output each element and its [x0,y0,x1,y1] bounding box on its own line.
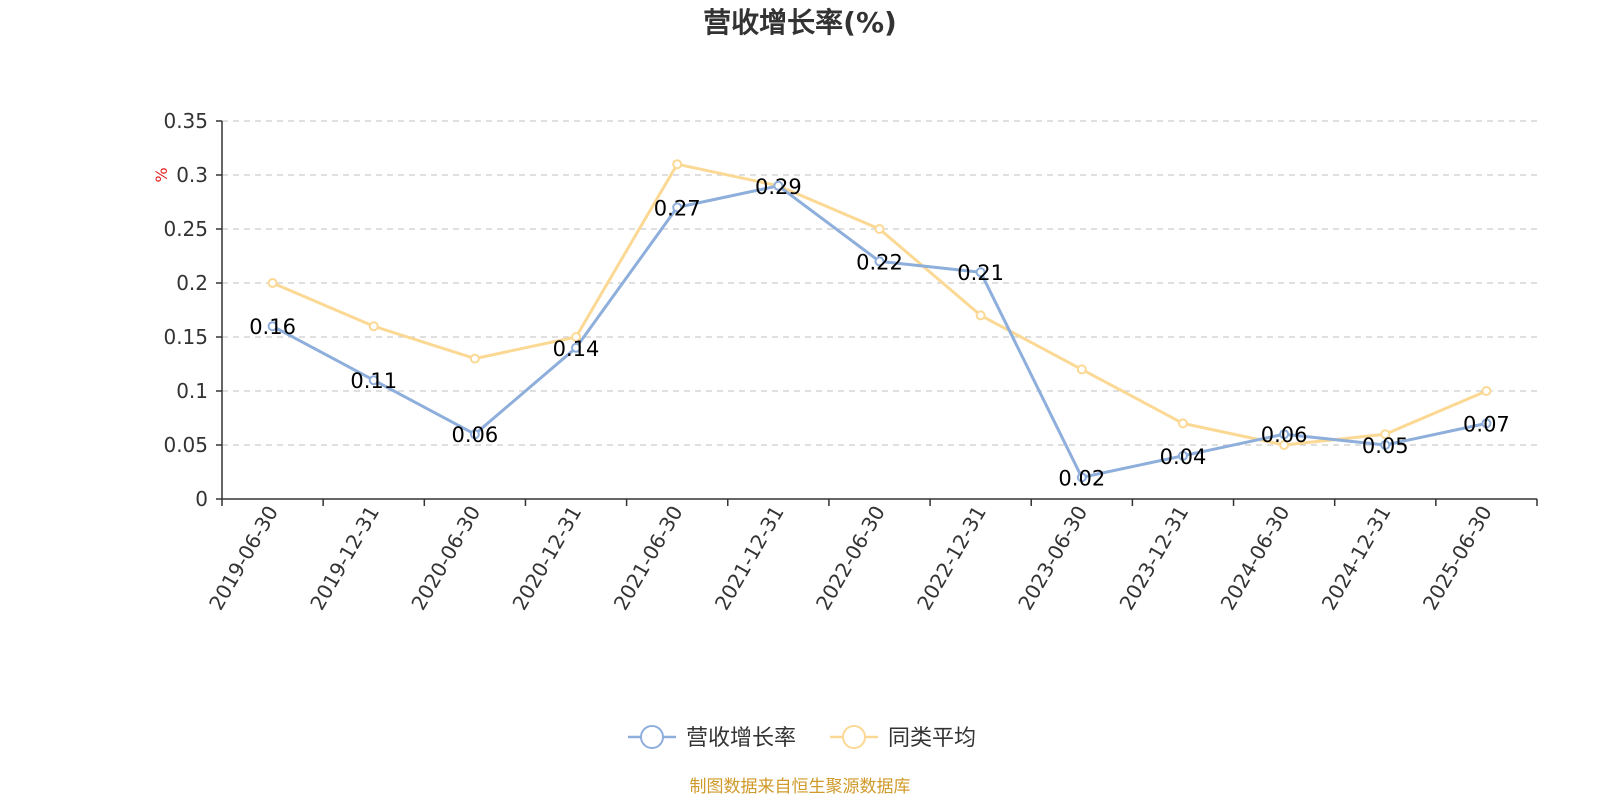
source-note: 制图数据来自恒生聚源数据库 [690,777,911,797]
chart-title: 营收增长率(%) [703,6,897,39]
data-point[interactable] [975,310,986,321]
x-tick-label: 2021-06-30 [609,502,688,615]
x-tick-label: 2019-06-30 [204,502,283,615]
axes [216,120,1538,506]
x-tick-label: 2024-12-31 [1317,502,1396,615]
data-point[interactable] [1076,364,1087,375]
legend[interactable]: 营收增长率 同类平均 [628,725,976,751]
data-point[interactable] [1481,418,1492,429]
data-label: 0.02 [1058,466,1105,490]
grid-lines [222,120,1537,446]
data-point[interactable] [1380,440,1391,450]
data-point[interactable] [571,332,582,342]
data-label: 0.04 [1160,445,1207,469]
legend-label: 营收增长率 [686,726,796,751]
data-point[interactable] [267,278,278,288]
data-labels: 0.16 0.11 0.06 0.14 0.27 0.29 0.22 0.21 0.02 0.04… [249,175,1510,491]
data-point[interactable] [368,375,379,386]
data-label: 0.11 [350,369,397,393]
data-point[interactable] [1177,450,1188,461]
data-point[interactable] [368,321,379,332]
data-point[interactable] [1481,386,1492,396]
data-point[interactable] [874,224,885,234]
x-tick-label: 2025-06-30 [1418,502,1497,615]
y-tick-label: 0.2 [176,271,208,295]
data-point[interactable] [1380,429,1391,440]
data-point[interactable] [1279,429,1290,440]
x-tick-label: 2022-06-30 [811,502,890,615]
y-tick-label: 0.15 [163,325,208,349]
y-tick-label: 0.25 [163,217,208,241]
y-tick-label: 0 [195,487,208,511]
data-label: 0.21 [957,261,1004,285]
data-label: 0.05 [1362,434,1409,458]
data-label: 0.29 [755,175,802,199]
y-axis-unit: % [152,167,171,182]
y-tick-label: 0.1 [176,379,208,403]
y-tick-label: 0.05 [163,433,208,457]
x-tick-label: 2019-12-31 [305,502,384,615]
x-tick-label: 2023-06-30 [1013,502,1092,615]
legend-item-1[interactable]: 营收增长率 [628,725,796,751]
data-point[interactable] [773,180,784,191]
data-point[interactable] [672,159,683,170]
series-line-2 [271,162,1488,447]
legend-marker [842,725,866,749]
legend-item-2[interactable]: 同类平均 [830,725,976,751]
data-point[interactable] [267,321,278,332]
data-point[interactable] [1076,472,1087,483]
data-point[interactable] [672,202,683,213]
data-point[interactable] [1279,440,1290,450]
data-label: 0.16 [249,315,296,339]
x-tick-label: 2021-12-31 [710,502,789,615]
data-label: 0.14 [553,337,600,361]
data-point[interactable] [469,353,480,364]
series-points [267,159,1492,483]
data-point[interactable] [469,429,480,440]
data-point[interactable] [571,342,582,353]
x-tick-label: 2022-12-31 [912,501,991,614]
data-label: 0.27 [654,196,701,220]
y-tick-label: 0.3 [176,163,208,187]
data-point[interactable] [975,267,986,278]
data-label: 0.07 [1463,412,1510,436]
x-tick-label: 2020-06-30 [406,502,485,615]
data-point[interactable] [1177,418,1188,429]
data-label: 0.06 [1261,423,1308,447]
y-tick-labels: 0 0.05 0.1 0.15 0.2 0.25 0.3 0.35 [163,109,208,511]
y-tick-label: 0.35 [163,109,208,133]
x-tick-labels: 2019-06-30 2019-12-31 2020-06-30 2020-12-31… [204,501,1497,614]
data-label: 0.06 [452,423,499,447]
x-tick-label: 2020-12-31 [507,502,586,615]
legend-label: 同类平均 [888,726,976,751]
legend-marker [640,725,664,749]
data-point[interactable] [874,256,885,267]
x-tick-label: 2024-06-30 [1216,502,1295,615]
data-label: 0.22 [856,250,903,274]
x-tick-label: 2023-12-31 [1114,502,1193,615]
